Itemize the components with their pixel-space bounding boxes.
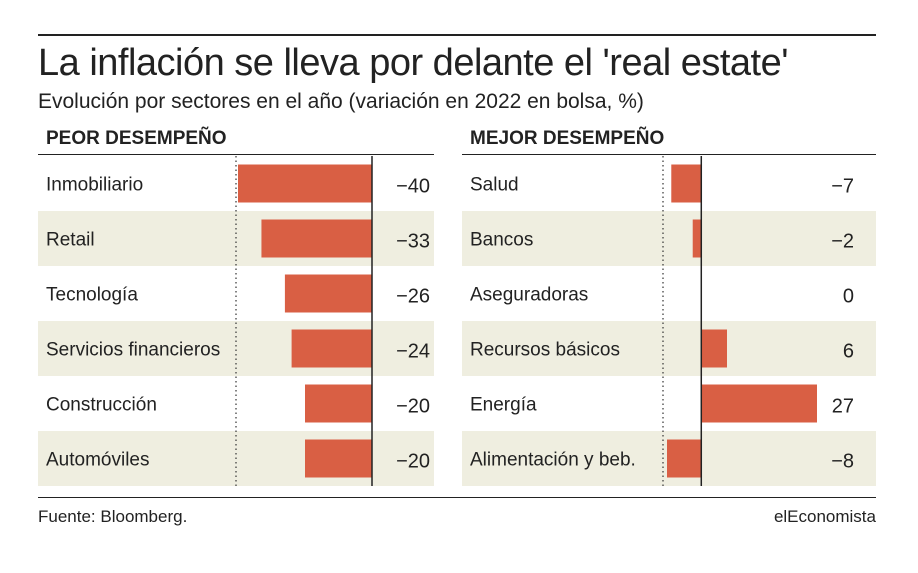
value-label: −24 bbox=[396, 341, 430, 363]
category-label: Alimentación y beb. bbox=[470, 450, 636, 471]
value-label: 27 bbox=[832, 396, 854, 418]
row-band-best bbox=[462, 211, 876, 266]
source-note: Fuente: Bloomberg. bbox=[38, 507, 188, 526]
category-label: Automóviles bbox=[46, 450, 150, 471]
bar-chart-worst: Inmobiliario −40 Retail −33 Tecnología −26 Ser… bbox=[38, 156, 434, 486]
value-label: −20 bbox=[396, 396, 430, 418]
category-label: Inmobiliario bbox=[46, 175, 143, 196]
bar-best bbox=[701, 384, 817, 423]
category-label: Aseguradoras bbox=[470, 285, 588, 306]
value-label: −7 bbox=[831, 176, 854, 198]
bar-best bbox=[667, 439, 702, 478]
value-label: 6 bbox=[843, 341, 854, 363]
panel-title-best: MEJOR DESEMPEÑO bbox=[470, 128, 665, 149]
bar-chart-best: Salud −7 Bancos −2 Aseguradoras 0 Recursos bás… bbox=[462, 156, 876, 486]
top-rule bbox=[38, 34, 876, 36]
category-label: Servicios financieros bbox=[46, 340, 220, 361]
chart-title: La inflación se lleva por delante el 're… bbox=[38, 42, 789, 84]
value-label: −8 bbox=[831, 451, 854, 473]
value-label: −40 bbox=[396, 176, 430, 198]
panel-rule-worst bbox=[38, 154, 434, 155]
bar-worst bbox=[305, 439, 372, 478]
value-label: −26 bbox=[396, 286, 430, 308]
brand-logo-text: elEconomista bbox=[773, 507, 876, 526]
value-label: −2 bbox=[831, 231, 854, 253]
bottom-rule bbox=[38, 497, 876, 498]
category-label: Bancos bbox=[470, 230, 533, 251]
value-label: −33 bbox=[396, 231, 430, 253]
panel-title-worst: PEOR DESEMPEÑO bbox=[46, 128, 227, 149]
bar-worst bbox=[261, 219, 372, 258]
category-label: Energía bbox=[470, 395, 537, 416]
category-label: Tecnología bbox=[46, 285, 138, 306]
bar-worst bbox=[291, 329, 372, 368]
bar-worst bbox=[284, 274, 372, 313]
category-label: Retail bbox=[46, 230, 95, 251]
row-band-best bbox=[462, 321, 876, 376]
bar-best bbox=[671, 164, 702, 203]
bar-worst bbox=[305, 384, 372, 423]
category-label: Recursos básicos bbox=[470, 340, 620, 361]
category-label: Salud bbox=[470, 175, 519, 196]
value-label: 0 bbox=[843, 286, 854, 308]
panel-rule-best bbox=[462, 154, 876, 155]
panel-worst: PEOR DESEMPEÑO Inmobiliario −40 Retail −33 T… bbox=[38, 126, 434, 486]
bar-best bbox=[692, 219, 702, 258]
bar-best bbox=[701, 329, 727, 368]
value-label: −20 bbox=[396, 451, 430, 473]
chart-subtitle: Evolución por sectores en el año (variac… bbox=[38, 90, 644, 113]
bar-worst bbox=[238, 164, 372, 203]
category-label: Construcción bbox=[46, 395, 157, 416]
panel-best: MEJOR DESEMPEÑO Salud −7 Bancos −2 Asegurado… bbox=[462, 126, 876, 486]
